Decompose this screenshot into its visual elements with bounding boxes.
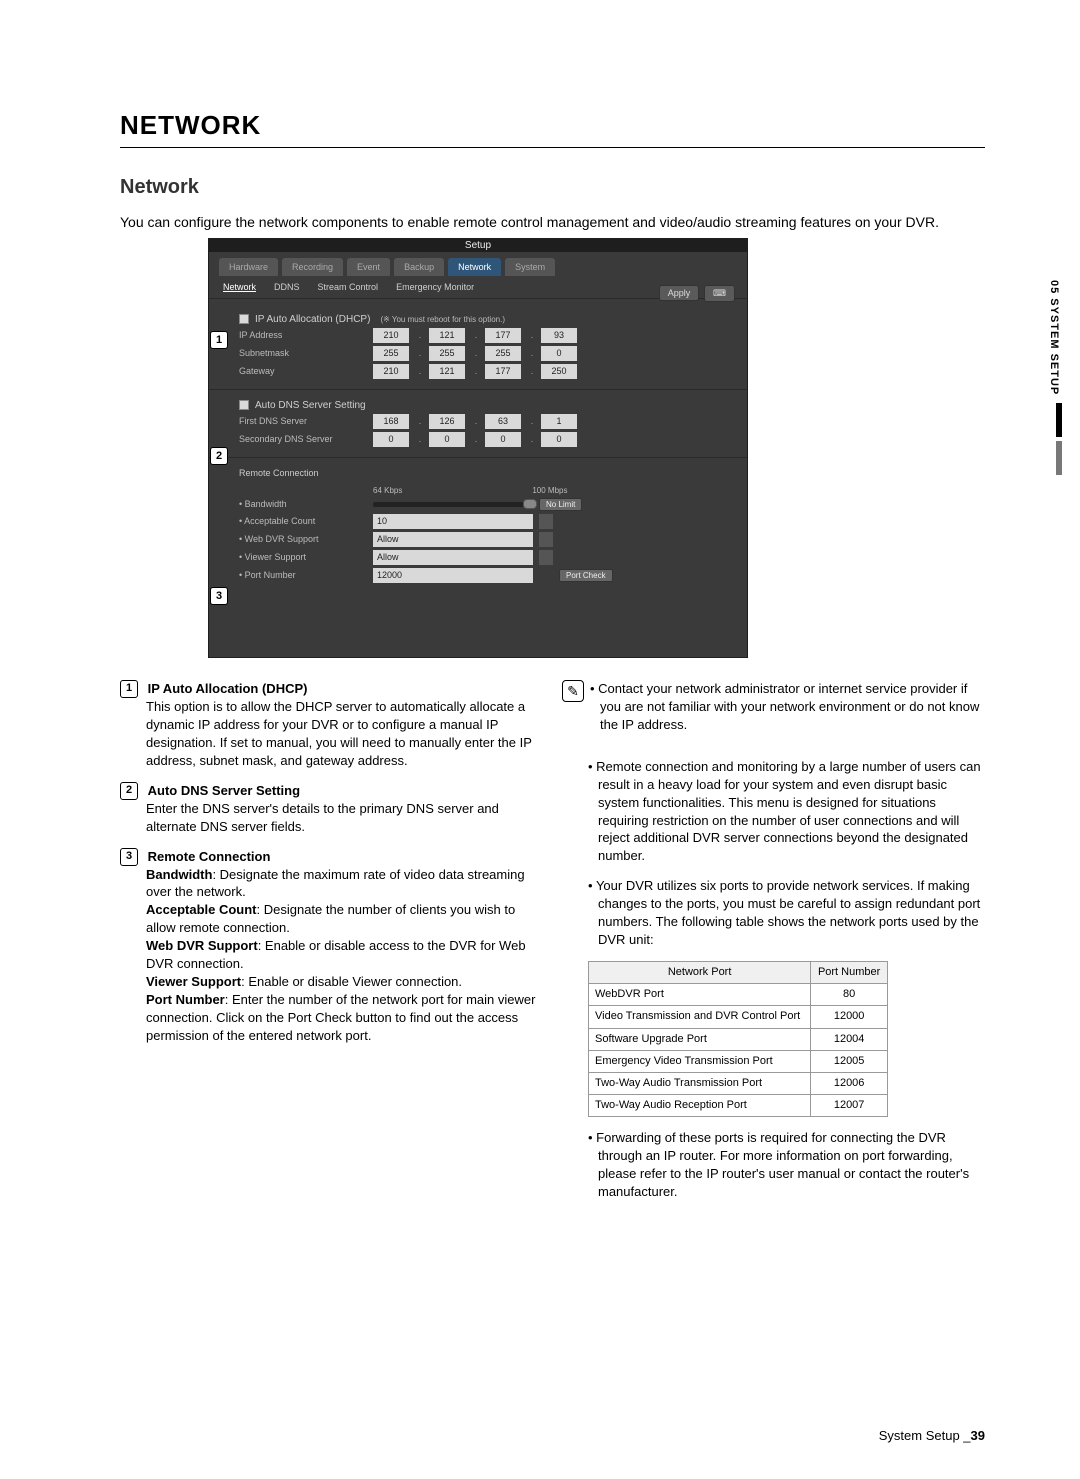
- callout-2-text: Enter the DNS server's details to the pr…: [146, 800, 540, 836]
- webdvr-dropdown-icon[interactable]: [539, 532, 553, 547]
- section-heading: Network: [120, 176, 985, 199]
- ip-oct3[interactable]: 177: [485, 328, 521, 343]
- def-port: Port Number: Enter the number of the net…: [146, 991, 540, 1045]
- tab-backup[interactable]: Backup: [394, 258, 444, 276]
- note-4: Forwarding of these ports is required fo…: [588, 1129, 982, 1201]
- callout-3: 3 Remote Connection Bandwidth: Designate…: [120, 848, 540, 1045]
- dns1-oct4[interactable]: 1: [541, 414, 577, 429]
- callout-num-1: 1: [120, 680, 138, 698]
- no-limit-button[interactable]: No Limit: [539, 498, 582, 511]
- dhcp-checkbox[interactable]: [239, 314, 249, 324]
- ip-label: IP Address: [239, 330, 367, 340]
- ip-oct1[interactable]: 210: [373, 328, 409, 343]
- note-1: Contact your network administrator or in…: [590, 680, 982, 734]
- subnet-label: Subnetmask: [239, 348, 367, 358]
- dns-checkbox[interactable]: [239, 400, 249, 410]
- note-3: Your DVR utilizes six ports to provide n…: [588, 877, 982, 949]
- callout-1: 1 IP Auto Allocation (DHCP) This option …: [120, 680, 540, 770]
- port-label: • Port Number: [239, 570, 367, 580]
- page-heading: NETWORK: [120, 110, 985, 148]
- subnet-oct3[interactable]: 255: [485, 346, 521, 361]
- table-row: Two-Way Audio Reception Port12007: [589, 1095, 888, 1117]
- ports-table: Network Port Port Number WebDVR Port80 V…: [588, 961, 888, 1117]
- tab-recording[interactable]: Recording: [282, 258, 343, 276]
- dns2-label: Secondary DNS Server: [239, 434, 367, 444]
- tab-system[interactable]: System: [505, 258, 555, 276]
- dns2-oct4[interactable]: 0: [541, 432, 577, 447]
- bw-lo: 64 Kbps: [373, 486, 402, 495]
- ip-oct4[interactable]: 93: [541, 328, 577, 343]
- gw-oct3[interactable]: 177: [485, 364, 521, 379]
- gw-oct1[interactable]: 210: [373, 364, 409, 379]
- acceptable-label: • Acceptable Count: [239, 516, 367, 526]
- subtab-stream[interactable]: Stream Control: [318, 282, 379, 292]
- subnet-oct2[interactable]: 255: [429, 346, 465, 361]
- dns-label: Auto DNS Server Setting: [255, 400, 366, 411]
- gw-oct4[interactable]: 250: [541, 364, 577, 379]
- table-row: Video Transmission and DVR Control Port1…: [589, 1006, 888, 1028]
- remote-title: Remote Connection: [239, 468, 733, 478]
- port-field[interactable]: 12000: [373, 568, 533, 583]
- viewer-field[interactable]: Allow: [373, 550, 533, 565]
- def-viewer: Viewer Support: Enable or disable Viewer…: [146, 973, 540, 991]
- tab-hardware[interactable]: Hardware: [219, 258, 278, 276]
- ports-th-1: Network Port: [589, 962, 811, 984]
- note-icon: ✎: [562, 680, 584, 702]
- dns1-oct1[interactable]: 168: [373, 414, 409, 429]
- table-row: Two-Way Audio Transmission Port12006: [589, 1072, 888, 1094]
- webdvr-field[interactable]: Allow: [373, 532, 533, 547]
- note-2: Remote connection and monitoring by a la…: [588, 758, 982, 866]
- table-row: Emergency Video Transmission Port12005: [589, 1050, 888, 1072]
- acceptable-field[interactable]: 10: [373, 514, 533, 529]
- tab-event[interactable]: Event: [347, 258, 390, 276]
- subnet-oct1[interactable]: 255: [373, 346, 409, 361]
- subtab-ddns[interactable]: DDNS: [274, 282, 300, 292]
- viewer-label: • Viewer Support: [239, 552, 367, 562]
- callout-num-3: 3: [120, 848, 138, 866]
- acceptable-spinner[interactable]: [539, 514, 553, 529]
- callout-num-2: 2: [120, 782, 138, 800]
- callout-2-title: Auto DNS Server Setting: [148, 783, 300, 798]
- def-webdvr: Web DVR Support: Enable or disable acces…: [146, 937, 540, 973]
- viewer-dropdown-icon[interactable]: [539, 550, 553, 565]
- webdvr-label: • Web DVR Support: [239, 534, 367, 544]
- ports-th-2: Port Number: [811, 962, 888, 984]
- gateway-label: Gateway: [239, 366, 367, 376]
- callout-2: 2 Auto DNS Server Setting Enter the DNS …: [120, 782, 540, 836]
- table-row: WebDVR Port80: [589, 984, 888, 1006]
- dns1-oct2[interactable]: 126: [429, 414, 465, 429]
- side-tab: 05 SYSTEM SETUP: [1048, 280, 1062, 475]
- dhcp-label: IP Auto Allocation (DHCP): [255, 314, 370, 325]
- def-bandwidth: Bandwidth: Designate the maximum rate of…: [146, 866, 540, 902]
- def-acceptable: Acceptable Count: Designate the number o…: [146, 901, 540, 937]
- dhcp-note: (※ You must reboot for this option.): [380, 315, 505, 324]
- bandwidth-slider[interactable]: [373, 502, 533, 507]
- subnet-oct4[interactable]: 0: [541, 346, 577, 361]
- dns1-label: First DNS Server: [239, 416, 367, 426]
- dns1-oct3[interactable]: 63: [485, 414, 521, 429]
- dns2-oct2[interactable]: 0: [429, 432, 465, 447]
- table-row: Software Upgrade Port12004: [589, 1028, 888, 1050]
- page-footer: System Setup _39: [879, 1428, 985, 1443]
- main-tabs: Hardware Recording Event Backup Network …: [209, 252, 747, 276]
- subtab-network[interactable]: Network: [223, 282, 256, 292]
- dns2-oct3[interactable]: 0: [485, 432, 521, 447]
- callout-3-title: Remote Connection: [148, 849, 271, 864]
- window-title: Setup: [209, 239, 747, 252]
- callout-marker-2: 2: [210, 447, 228, 465]
- subtab-emergency[interactable]: Emergency Monitor: [396, 282, 474, 292]
- bandwidth-label: • Bandwidth: [239, 499, 367, 509]
- dns2-oct1[interactable]: 0: [373, 432, 409, 447]
- gw-oct2[interactable]: 121: [429, 364, 465, 379]
- callout-marker-3: 3: [210, 587, 228, 605]
- bw-hi: 100 Mbps: [532, 486, 567, 495]
- setup-screenshot: Setup Hardware Recording Event Backup Ne…: [208, 238, 748, 658]
- callout-1-text: This option is to allow the DHCP server …: [146, 698, 540, 770]
- intro-text: You can configure the network components…: [120, 213, 985, 232]
- port-check-button[interactable]: Port Check: [559, 569, 613, 582]
- ip-oct2[interactable]: 121: [429, 328, 465, 343]
- callout-1-title: IP Auto Allocation (DHCP): [148, 681, 308, 696]
- tab-network[interactable]: Network: [448, 258, 501, 276]
- callout-marker-1: 1: [210, 331, 228, 349]
